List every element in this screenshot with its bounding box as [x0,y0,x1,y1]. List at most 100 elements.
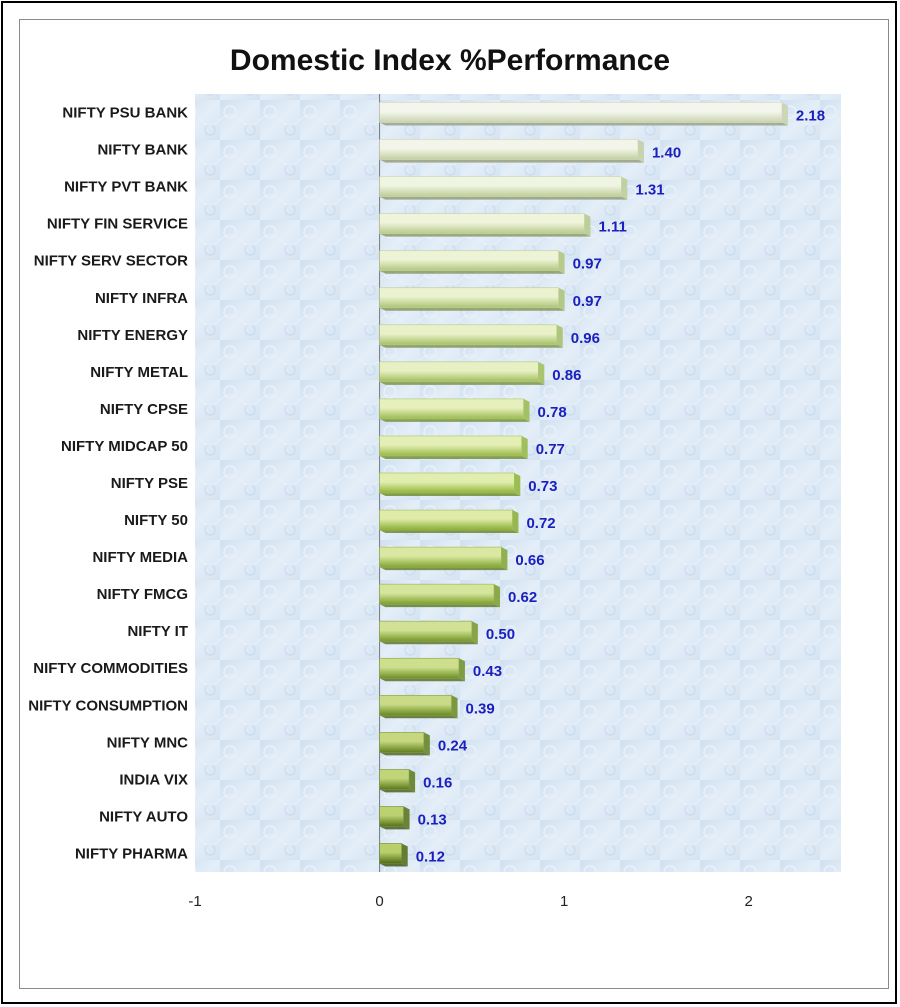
bar-depth-face [471,621,478,645]
bar-bottom-face [379,233,591,237]
bar [379,250,559,272]
category-label: NIFTY MIDCAP 50 [61,438,188,455]
category-label: NIFTY MEDIA [92,549,188,566]
bar [379,843,403,864]
data-label: 0.16 [423,774,452,791]
bar-depth-face [458,658,465,682]
bar [379,361,539,383]
bar-bottom-face [379,641,478,645]
data-label: 0.78 [538,404,567,421]
bar-bottom-face [379,270,565,274]
data-label: 0.96 [571,330,600,347]
bar-bottom-face [379,493,521,496]
bar [379,213,585,234]
bar-depth-face [523,398,530,422]
data-label: 0.72 [526,515,555,532]
bar-depth-face [558,287,565,311]
chart-area: Domestic Index %Performance NIFTY PSU BA… [19,19,889,989]
category-label: NIFTY MNC [107,734,189,751]
bar [379,806,404,827]
bar [379,694,452,716]
bar [379,583,495,605]
bar [379,509,513,531]
bar [379,732,425,753]
category-label: INDIA VIX [119,771,188,788]
bar [379,769,410,790]
bar-depth-face [584,213,591,237]
bar-bottom-face [379,122,788,126]
bar-bottom-face [379,567,508,571]
category-label: NIFTY PSE [111,475,188,492]
category-label: NIFTY CONSUMPTION [28,697,188,714]
data-label: 1.40 [652,145,681,162]
bar-bottom-face [379,196,628,200]
data-label: 0.24 [438,737,468,754]
category-label: NIFTY INFRA [95,290,188,307]
bar-depth-face [494,584,501,608]
bar-depth-face [621,176,628,200]
bar-chart: Domestic Index %Performance NIFTY PSU BA… [28,44,841,910]
bar-bottom-face [379,307,565,311]
data-label: 2.18 [796,108,825,125]
category-label: NIFTY PHARMA [75,845,188,862]
x-tick-label: 0 [375,893,383,910]
data-label: 0.77 [536,441,565,458]
data-label: 0.86 [552,367,581,384]
bar-bottom-face [379,455,528,459]
bar-depth-face [451,695,458,719]
data-label: 0.43 [473,663,502,680]
category-label: NIFTY 50 [124,512,188,529]
bar [379,546,502,568]
bar-depth-face [556,324,563,348]
data-label: 0.66 [515,552,544,569]
bar-depth-face [514,473,521,496]
bar-depth-face [409,769,416,793]
bar-bottom-face [379,418,530,422]
bar-depth-face [558,250,565,274]
category-label: NIFTY SERV SECTOR [34,253,188,270]
bars-group: NIFTY PSU BANK 2.18 NIFTY BANK 1.40 NIFTY PV… [28,94,825,910]
bar [379,102,783,123]
bar [379,435,522,457]
category-label: NIFTY ENERGY [77,327,188,344]
bar-bottom-face [379,344,563,348]
bar-depth-face [501,547,508,571]
bar [379,324,558,346]
bar [379,398,524,420]
category-label: NIFTY BANK [97,142,188,159]
bar-bottom-face [379,826,410,830]
bar-depth-face [423,732,430,756]
category-label: NIFTY COMMODITIES [33,660,188,677]
data-label: 0.62 [508,589,537,606]
bar-bottom-face [379,159,644,163]
bar [379,139,639,160]
bar-depth-face [538,361,545,385]
bar-bottom-face [379,789,416,793]
data-label: 1.31 [635,182,664,199]
category-label: NIFTY FMCG [97,586,188,603]
data-label: 1.11 [598,219,626,236]
bar [379,176,622,197]
data-label: 0.12 [416,848,445,865]
bar-bottom-face [379,863,408,867]
bar-depth-face [637,139,644,163]
x-tick-label: 1 [560,893,568,910]
x-tick-label: 2 [745,893,753,910]
data-label: 0.50 [486,626,515,643]
data-label: 0.97 [573,293,602,310]
category-label: NIFTY FIN SERVICE [47,216,188,233]
data-label: 0.39 [466,700,495,717]
bar [379,472,515,494]
category-label: NIFTY CPSE [100,401,188,418]
category-label: NIFTY PSU BANK [62,105,188,122]
bar [379,657,460,679]
category-label: NIFTY AUTO [99,808,188,825]
data-label: 0.13 [418,811,447,828]
bar-bottom-face [379,715,458,719]
bar-depth-face [401,843,408,867]
bar [379,620,473,642]
category-label: NIFTY IT [127,623,188,640]
data-label: 0.97 [573,256,602,273]
x-tick-label: -1 [188,893,201,910]
